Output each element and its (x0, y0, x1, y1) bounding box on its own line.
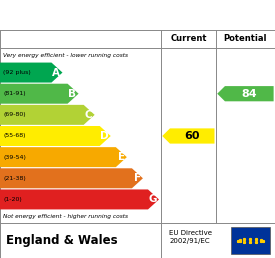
Text: (21-38): (21-38) (3, 176, 26, 181)
Polygon shape (0, 126, 111, 146)
Text: 84: 84 (241, 89, 257, 99)
Polygon shape (0, 147, 127, 167)
Polygon shape (0, 168, 143, 188)
Polygon shape (217, 86, 274, 101)
Text: B: B (68, 89, 76, 99)
Text: E: E (117, 152, 125, 162)
Polygon shape (162, 128, 214, 144)
Text: D: D (100, 131, 109, 141)
Text: England & Wales: England & Wales (6, 234, 117, 247)
Text: Current: Current (170, 34, 207, 43)
Text: (55-68): (55-68) (3, 133, 26, 139)
Text: C: C (85, 110, 92, 120)
Text: (92 plus): (92 plus) (3, 70, 31, 75)
Text: G: G (148, 195, 157, 204)
Text: 60: 60 (185, 131, 200, 141)
Text: Very energy efficient - lower running costs: Very energy efficient - lower running co… (3, 53, 128, 58)
Polygon shape (0, 84, 79, 104)
Text: F: F (134, 173, 141, 183)
Polygon shape (0, 62, 62, 83)
Polygon shape (0, 105, 95, 125)
Text: Not energy efficient - higher running costs: Not energy efficient - higher running co… (3, 214, 128, 219)
Text: (39-54): (39-54) (3, 155, 26, 160)
Polygon shape (0, 189, 159, 209)
Text: (81-91): (81-91) (3, 91, 26, 96)
Text: (1-20): (1-20) (3, 197, 22, 202)
Text: Energy Efficiency Rating: Energy Efficiency Rating (6, 8, 189, 21)
FancyBboxPatch shape (231, 227, 270, 254)
Text: Potential: Potential (224, 34, 267, 43)
Text: EU Directive
2002/91/EC: EU Directive 2002/91/EC (169, 230, 212, 244)
Text: A: A (52, 68, 60, 78)
Text: (69-80): (69-80) (3, 112, 26, 117)
